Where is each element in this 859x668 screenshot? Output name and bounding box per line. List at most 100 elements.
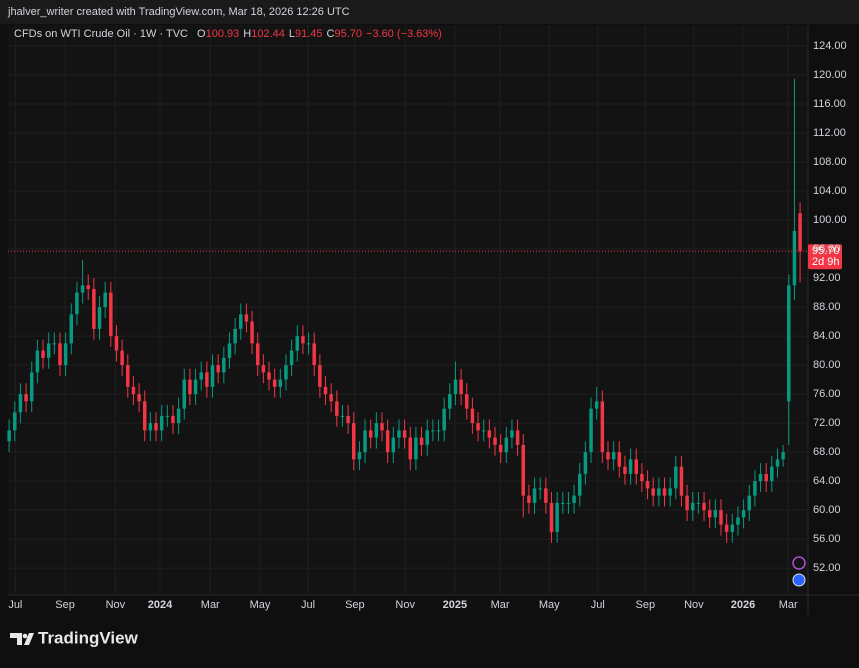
candle-body: [165, 415, 170, 417]
y-tick-label: 100.00: [813, 214, 847, 226]
logo-dot: [22, 633, 28, 639]
candle-body: [329, 394, 333, 402]
candle-body: [645, 481, 650, 489]
price-tag-countdown: 2d 9h: [812, 256, 840, 268]
x-tick-label: May: [250, 599, 271, 611]
candle-body: [668, 488, 672, 496]
candle-body: [318, 365, 322, 387]
candle-body: [244, 314, 249, 322]
x-tick-label: Jul: [301, 599, 315, 611]
y-tick-label: 112.00: [813, 127, 846, 139]
y-tick-label: 108.00: [813, 156, 847, 168]
candle-body: [323, 386, 328, 395]
candle-body: [493, 437, 497, 445]
candle-body: [448, 394, 452, 409]
candle-body: [730, 524, 735, 532]
candle-body: [205, 372, 209, 387]
candle-body: [182, 379, 187, 409]
candle-body: [583, 452, 588, 474]
candle-body: [239, 314, 243, 329]
candle-body: [154, 423, 158, 431]
symbol: CFDs on WTI Crude Oil · 1W · TVC: [14, 28, 188, 40]
candle-body: [527, 495, 531, 503]
legend-value: 95.70: [334, 28, 362, 40]
candle-body: [753, 481, 757, 496]
candle-body: [781, 452, 785, 460]
x-tick-label: 2026: [731, 599, 755, 611]
candle-body: [109, 292, 113, 337]
candle-body: [103, 292, 107, 308]
y-tick-label: 68.00: [813, 446, 841, 458]
candle-body: [18, 394, 23, 413]
candle-body: [611, 452, 616, 460]
legend-prefix: H: [243, 28, 251, 40]
candle-body: [29, 372, 34, 402]
candle-body: [267, 372, 271, 380]
candle-body: [623, 466, 627, 474]
candle-body: [284, 365, 288, 380]
candle-body: [352, 423, 356, 460]
candle-body: [481, 430, 486, 432]
header-text: jhalver_writer created with TradingView.…: [7, 6, 350, 18]
candle-body: [255, 343, 260, 366]
y-tick-label: 72.00: [813, 417, 841, 429]
candle-body: [566, 502, 571, 504]
candle-body: [391, 437, 396, 453]
candle-body: [453, 379, 458, 395]
candle-body: [193, 379, 198, 395]
candle-body: [549, 502, 554, 532]
candle-body: [555, 502, 559, 532]
y-tick-label: 60.00: [813, 504, 841, 516]
candle-body: [775, 459, 780, 467]
candle-body: [487, 430, 492, 438]
candle-body: [696, 502, 701, 504]
candle-body: [713, 510, 718, 518]
candle-body: [724, 524, 729, 532]
candle-body: [216, 365, 220, 373]
x-tick-label: 2025: [443, 599, 467, 611]
x-tick-label: Jul: [591, 599, 605, 611]
candle-body: [764, 473, 768, 482]
candle-body: [199, 372, 203, 380]
candle-body: [589, 408, 593, 453]
legend-line: CFDs on WTI Crude Oil · 1W · TVC O100.93…: [14, 28, 442, 40]
candle-body: [578, 473, 582, 496]
candle-body: [289, 350, 294, 366]
candle-body: [86, 285, 90, 289]
candle-body: [137, 394, 141, 402]
candle-body: [75, 292, 79, 315]
candle-body: [250, 321, 254, 344]
candle-body: [538, 488, 542, 490]
x-tick-label: Nov: [106, 599, 126, 611]
candle-body: [312, 343, 316, 366]
flag-icon[interactable]: [792, 573, 806, 587]
candle-body: [340, 415, 345, 417]
legend-prefix: L: [289, 28, 295, 40]
candle-body: [606, 452, 610, 460]
candle-body: [368, 430, 373, 438]
y-tick-label: 124.00: [813, 40, 847, 52]
candle-body: [41, 350, 45, 358]
candle-body: [521, 444, 526, 496]
candle-body: [7, 430, 11, 442]
candle-body: [120, 350, 124, 366]
x-tick-label: Nov: [395, 599, 415, 611]
candle-body: [272, 379, 277, 387]
event-icon[interactable]: [792, 556, 806, 570]
candle-body: [425, 430, 429, 445]
candle-body: [346, 415, 350, 424]
candle-body: [741, 510, 746, 518]
x-tick-label: 2024: [148, 599, 173, 611]
candle-body: [159, 415, 164, 431]
legend-prefix: O: [197, 28, 206, 40]
logo-mark: [10, 633, 34, 645]
candle-body: [674, 466, 678, 489]
x-tick-label: Mar: [201, 599, 220, 611]
y-tick-label: 76.00: [813, 388, 841, 400]
x-tick-label: Nov: [684, 599, 704, 611]
candle-body: [233, 328, 237, 344]
header-bar: [0, 0, 859, 24]
x-tick-label: Sep: [345, 599, 365, 611]
candle-body: [374, 423, 379, 438]
